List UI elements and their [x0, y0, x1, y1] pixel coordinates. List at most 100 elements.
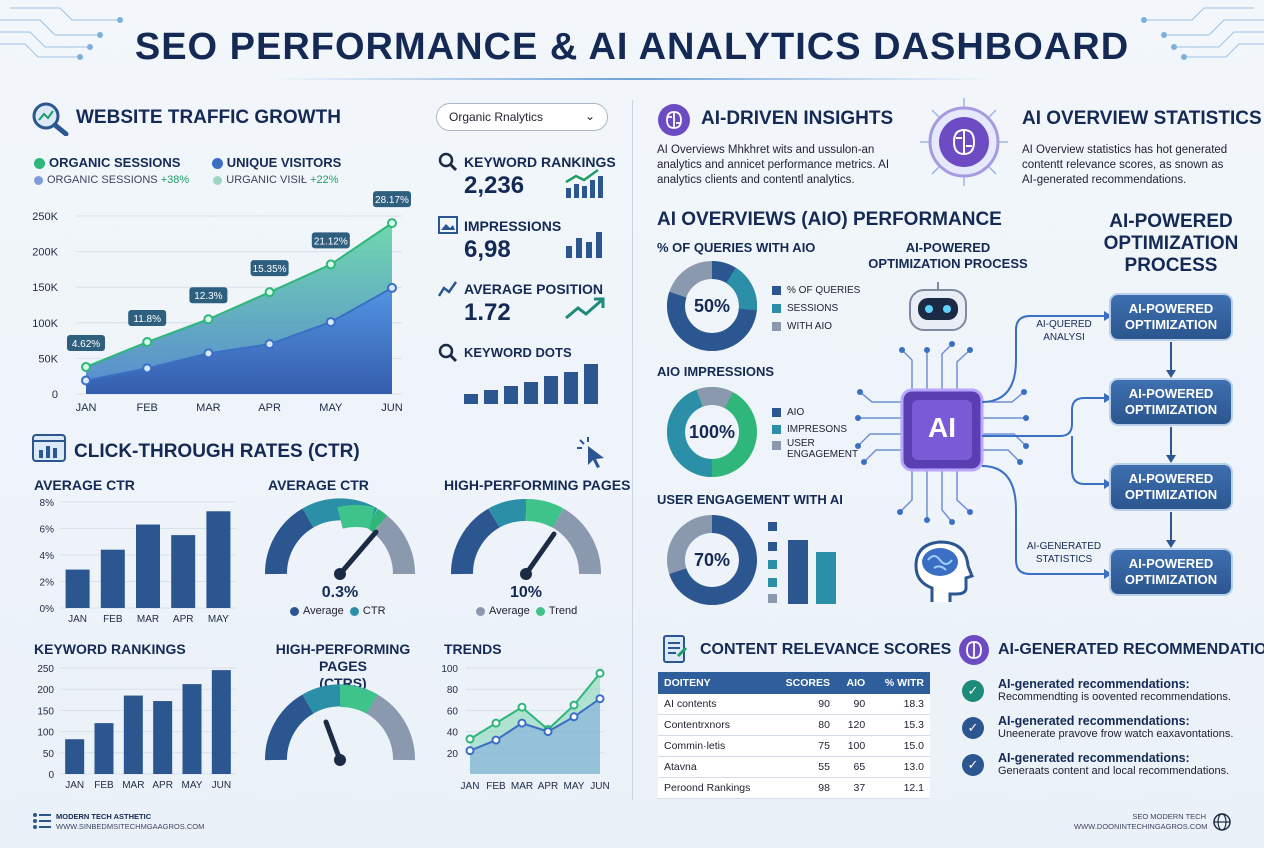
gauge2-value: 10%: [509, 584, 543, 601]
circuit-decoration-right: [1141, 7, 1264, 60]
annotation-label: 11.8%: [133, 314, 161, 325]
flow-box-2[interactable]: AI-POWERED OPTIMIZATION: [1111, 380, 1231, 424]
impressions-donut: [667, 387, 757, 477]
y-tick-label: 50: [43, 749, 55, 760]
x-tick-label: APR: [538, 781, 559, 792]
col-header[interactable]: % WITR: [871, 672, 930, 694]
donut2-legend: AIO IMPRESONS USER ENGAGEMENT: [772, 404, 858, 460]
avg-ctr-bar-title: AVERAGE CTR: [34, 477, 135, 493]
table-row[interactable]: Atavna 55 65 13.0: [658, 756, 930, 778]
x-tick-label: APR: [152, 780, 173, 791]
bar: [65, 739, 85, 774]
annotation-box: [128, 310, 167, 327]
legend-organic: ORGANIC SESSIONS: [49, 155, 181, 170]
series-area-2: [470, 698, 600, 774]
kpi-keyword-value: 2,236: [464, 172, 525, 199]
title-underline: [270, 78, 994, 80]
robot-icon: [909, 282, 967, 331]
data-point-organic: [81, 361, 91, 372]
data-point-1: [517, 702, 527, 712]
x-tick-label: JAN: [65, 780, 84, 791]
series-line-organic: [85, 222, 393, 368]
donut1-value: 50%: [693, 296, 731, 316]
traffic-area-chart: 0 50K 100K 150K 200K 250K JAN FEB MAR APR MAY JUN 4.…: [32, 191, 411, 414]
chevron-down-icon: ⌄: [584, 109, 595, 123]
data-point-organic: [264, 287, 275, 298]
legend-dot-unique: [211, 158, 223, 170]
footer-left-2[interactable]: WWW.SINBEDMSITECHMGAAGROS.COM: [56, 822, 205, 831]
y-tick-label: 200K: [32, 247, 58, 259]
data-point-2: [465, 746, 475, 756]
brain-head-icon: [914, 540, 974, 602]
x-tick-label: FEB: [94, 780, 114, 791]
analytics-dropdown[interactable]: Organic Rnalytics ⌄: [436, 103, 608, 131]
column-divider: [632, 100, 633, 800]
table-row[interactable]: Peroond Rankings 98 37 12.1: [658, 777, 930, 799]
col-header[interactable]: AIO: [835, 672, 872, 694]
donut1-legend: % OF QUERIES SESSIONS WITH AIO: [772, 282, 860, 336]
menu-icon: [33, 813, 51, 829]
ctr-pages-gauge: [264, 684, 416, 766]
y-tick-label: 0: [52, 389, 58, 401]
x-tick-label: JUN: [590, 781, 609, 792]
footer-right-2[interactable]: WWW.DOONINTECHINGAGROS.COM: [1074, 822, 1208, 831]
annotation-label: 12.3%: [194, 291, 222, 302]
table-row[interactable]: AI contents 90 90 18.3: [658, 694, 930, 715]
engage-label: USER ENGAGEMENT WITH AI: [657, 492, 843, 507]
y-tick-label: 200: [37, 685, 54, 696]
annotation-box: [189, 287, 228, 304]
traffic-legend: ORGANIC SESSIONS UNIQUE VISITORS: [34, 155, 341, 170]
engagement-bars: [768, 522, 836, 604]
data-point-2: [543, 727, 553, 737]
x-tick-label: FEB: [136, 402, 157, 414]
flow-label-statistics: AI-GENERATED STATISTICS: [1026, 541, 1102, 565]
x-tick-label: JUN: [212, 780, 231, 791]
table-row[interactable]: Commin·letis 75 100 15.0: [658, 735, 930, 757]
rec-item-2: ✓ AI-generated recommendations: Uneenera…: [962, 714, 1233, 740]
x-tick-label: MAY: [319, 402, 343, 414]
kpi-position-value: 1.72: [464, 299, 511, 326]
footer-right-1: SEO MODERN TECH: [1132, 812, 1206, 821]
flow-down-arrows: [1166, 342, 1176, 548]
data-point-unique: [387, 282, 397, 293]
y-tick-label: 150K: [32, 282, 58, 294]
annotation-box: [250, 260, 289, 277]
flow-box-3[interactable]: AI-POWERED OPTIMIZATION: [1111, 465, 1231, 509]
annotation-box: [373, 191, 411, 208]
y-tick-label: 6%: [40, 525, 55, 536]
x-tick-label: MAR: [511, 781, 533, 792]
flow-box-4[interactable]: AI-POWERED OPTIMIZATION: [1111, 550, 1231, 594]
data-point-1: [491, 718, 501, 728]
trends-line-chart: 20 40 60 80 100 JAN FEB MAR APR MAY JUN: [441, 664, 609, 792]
search-icon: [438, 343, 458, 363]
annotation-label: 15.35%: [253, 264, 287, 275]
document-icon: [663, 635, 688, 663]
annotation-box: [311, 232, 350, 249]
bar: [206, 511, 231, 608]
legend-unique: UNIQUE VISITORS: [226, 155, 342, 170]
col-header[interactable]: DOITENY: [658, 672, 772, 694]
ctr-bar-chart: 0% 2% 4% 6% 8% JAN FEB MAR APR MAY: [40, 498, 236, 625]
table-row[interactable]: Contentrxnors 80 120 15.3: [658, 714, 930, 736]
traffic-title: WEBSITE TRAFFIC GROWTH: [76, 107, 341, 128]
ai-chip-circuit: [855, 341, 1029, 525]
x-tick-label: MAR: [122, 780, 144, 791]
y-tick-label: 8%: [40, 498, 55, 509]
line-chart-icon: [438, 281, 458, 297]
x-tick-label: MAY: [564, 781, 585, 792]
col-header[interactable]: SCORES: [771, 672, 836, 694]
bar: [136, 524, 160, 608]
traffic-sub-legend: ORGANIC SESSIONS +38% URGANIC VISIŁ +22%: [34, 174, 338, 186]
y-tick-label: 250: [37, 664, 54, 675]
arrow-up-icon: [565, 297, 605, 320]
data-point-unique: [81, 375, 91, 386]
gauge2-legend: Average Trend: [476, 605, 577, 617]
trend-up-icon: [565, 168, 603, 198]
ai-chip-label: AI: [928, 412, 956, 443]
flow-box-1[interactable]: AI-POWERED OPTIMIZATION: [1111, 295, 1231, 339]
search-icon: [438, 152, 458, 172]
x-tick-label: MAY: [208, 614, 229, 625]
queries-label: % OF QUERIES WITH AIO: [657, 240, 816, 255]
brain-icon: [959, 635, 989, 665]
x-tick-label: MAR: [137, 614, 159, 625]
